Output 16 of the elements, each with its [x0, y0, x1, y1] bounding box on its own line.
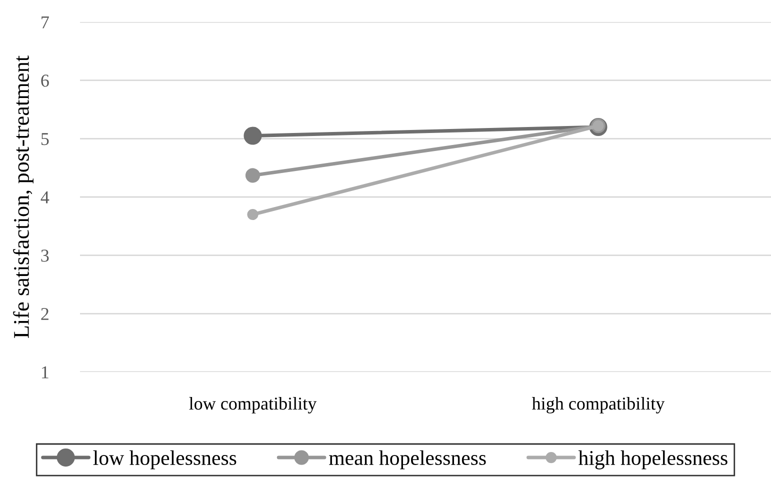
- y-tick-label: 5: [41, 133, 49, 146]
- legend-label: mean hopelessness: [329, 450, 486, 470]
- x-tick-label: high compatibility: [532, 397, 665, 414]
- x-tick-label: low compatibility: [189, 397, 317, 414]
- point: [245, 168, 260, 183]
- y-tick-label: 4: [40, 191, 50, 204]
- y-tick-label: 6: [41, 74, 49, 87]
- y-axis-title: Life satisfaction, post-treatment: [13, 56, 34, 338]
- legend-label: low hopelessness: [93, 450, 236, 470]
- y-tick-label: 2: [41, 308, 48, 320]
- y-tick-label: 1: [42, 366, 48, 378]
- y-tick-label: 3: [41, 250, 49, 262]
- y-tick-label: 7: [42, 16, 49, 28]
- legend-label: high hopelessness: [578, 450, 728, 470]
- point: [244, 126, 262, 145]
- point: [247, 208, 258, 220]
